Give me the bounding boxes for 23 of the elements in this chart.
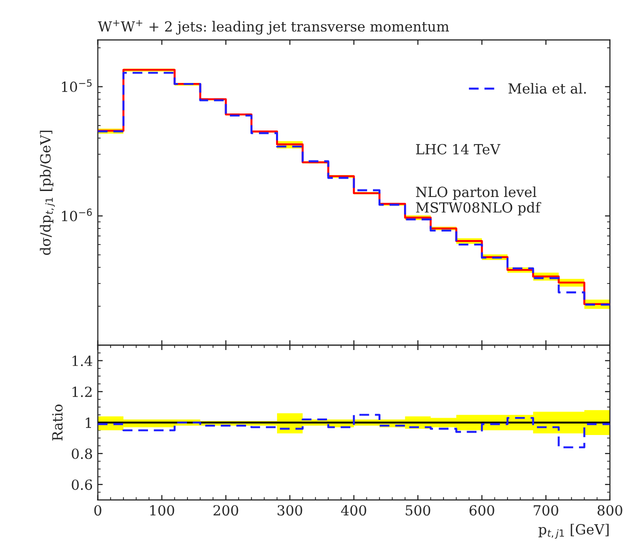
x-tick-label: 0 [94,505,102,516]
y-tick-label: 1.2 [72,386,92,398]
x-tick-label: 100 [150,505,174,516]
annotation: LHC 14 TeV [416,144,500,154]
y-tick-label: 10$^{−5}$ [62,79,92,92]
y-tick-label: 0.8 [72,448,92,459]
y-axis-title: dσ/dp$_{t,j1}$ [pb/GeV] [40,130,55,255]
x-axis-title: p$_{t,j1}$ [GeV] [538,524,609,539]
annotation: NLO parton level MSTW08NLO pdf [416,186,542,216]
legend-label: Melia et al. [508,82,586,94]
y-tick-label: 1 [86,418,91,428]
x-tick-label: 400 [341,505,366,516]
y-axis-title: Ratio [52,404,63,441]
x-tick-label: 700 [534,505,558,516]
x-tick-label: 300 [278,505,302,516]
x-tick-label: 200 [214,505,238,516]
x-tick-label: 800 [598,505,622,516]
chart-title: W$^{+}$W$^{+}$ + 2 jets: leading jet transverse momentum [98,20,449,35]
y-tick-label: 1.4 [72,356,92,366]
x-tick-label: 500 [406,505,430,516]
y-tick-label: 10$^{−6}$ [62,208,92,222]
x-tick-label: 600 [470,505,494,516]
y-tick-label: 0.6 [72,479,92,490]
